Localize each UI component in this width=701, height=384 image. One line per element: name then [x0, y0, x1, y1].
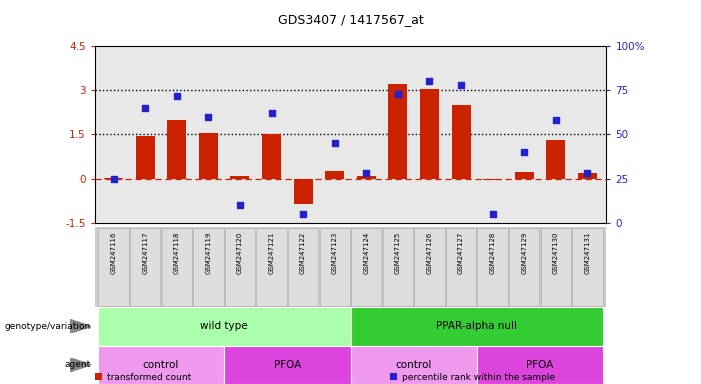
Bar: [224, 346, 350, 384]
Bar: [231, 176, 250, 179]
Bar: [357, 175, 376, 179]
Bar: [578, 173, 597, 179]
Text: GDS3407 / 1417567_at: GDS3407 / 1417567_at: [278, 13, 423, 26]
Text: GSM247119: GSM247119: [205, 232, 212, 274]
Text: GSM247116: GSM247116: [111, 232, 116, 274]
Point: [139, 105, 151, 111]
FancyBboxPatch shape: [383, 228, 413, 306]
Point: [582, 170, 593, 176]
Point: [266, 110, 277, 116]
Bar: [350, 307, 603, 346]
Bar: [325, 171, 344, 179]
Point: [487, 211, 498, 217]
Bar: [546, 140, 565, 179]
Bar: [104, 178, 123, 179]
Bar: [199, 133, 218, 179]
FancyBboxPatch shape: [320, 228, 350, 306]
Point: [203, 114, 214, 120]
Bar: [98, 346, 224, 384]
Point: [393, 91, 404, 97]
Bar: [451, 105, 470, 179]
Text: GSM247129: GSM247129: [522, 232, 527, 274]
Bar: [136, 136, 155, 179]
FancyBboxPatch shape: [351, 228, 381, 306]
Text: agent: agent: [65, 360, 91, 369]
Text: GSM247117: GSM247117: [142, 232, 148, 274]
FancyBboxPatch shape: [414, 228, 444, 306]
Text: GSM247130: GSM247130: [553, 232, 559, 274]
FancyBboxPatch shape: [509, 228, 539, 306]
Point: [171, 93, 182, 99]
Point: [108, 175, 119, 182]
Text: PPAR-alpha null: PPAR-alpha null: [436, 321, 517, 331]
Point: [329, 140, 340, 146]
FancyBboxPatch shape: [257, 228, 287, 306]
Bar: [95, 373, 102, 380]
Point: [361, 170, 372, 176]
Point: [519, 149, 530, 155]
FancyBboxPatch shape: [162, 228, 192, 306]
Text: GSM247123: GSM247123: [332, 232, 338, 274]
Point: [234, 202, 245, 208]
FancyBboxPatch shape: [477, 228, 508, 306]
Text: PFOA: PFOA: [526, 360, 554, 370]
Text: GSM247125: GSM247125: [395, 232, 401, 274]
Point: [297, 211, 308, 217]
FancyBboxPatch shape: [540, 228, 571, 306]
FancyBboxPatch shape: [193, 228, 224, 306]
FancyBboxPatch shape: [288, 228, 318, 306]
Text: genotype/variation: genotype/variation: [5, 322, 91, 331]
Bar: [477, 346, 603, 384]
Text: percentile rank within the sample: percentile rank within the sample: [402, 373, 554, 382]
Bar: [294, 179, 313, 204]
Text: PFOA: PFOA: [273, 360, 301, 370]
Text: wild type: wild type: [200, 321, 248, 331]
Text: control: control: [395, 360, 432, 370]
Text: control: control: [143, 360, 179, 370]
Bar: [483, 179, 502, 180]
Polygon shape: [70, 319, 91, 333]
FancyBboxPatch shape: [225, 228, 255, 306]
Text: GSM247126: GSM247126: [426, 232, 433, 274]
Point: [550, 117, 562, 123]
Bar: [98, 307, 350, 346]
Point: [456, 82, 467, 88]
FancyBboxPatch shape: [446, 228, 476, 306]
Point: [424, 78, 435, 84]
Bar: [350, 346, 477, 384]
Text: GSM247121: GSM247121: [268, 232, 275, 274]
Bar: [168, 120, 186, 179]
Bar: [420, 89, 439, 179]
FancyBboxPatch shape: [572, 228, 603, 306]
Polygon shape: [70, 358, 91, 372]
Text: GSM247131: GSM247131: [585, 232, 590, 274]
Bar: [388, 84, 407, 179]
Text: GSM247122: GSM247122: [300, 232, 306, 274]
Text: GSM247127: GSM247127: [458, 232, 464, 274]
FancyBboxPatch shape: [98, 228, 129, 306]
Bar: [515, 172, 533, 179]
Text: GSM247124: GSM247124: [363, 232, 369, 274]
Text: GSM247118: GSM247118: [174, 232, 179, 274]
Bar: [390, 373, 397, 380]
Text: transformed count: transformed count: [107, 373, 191, 382]
Text: GSM247128: GSM247128: [489, 232, 496, 274]
Text: GSM247120: GSM247120: [237, 232, 243, 274]
Bar: [262, 134, 281, 179]
FancyBboxPatch shape: [130, 228, 161, 306]
